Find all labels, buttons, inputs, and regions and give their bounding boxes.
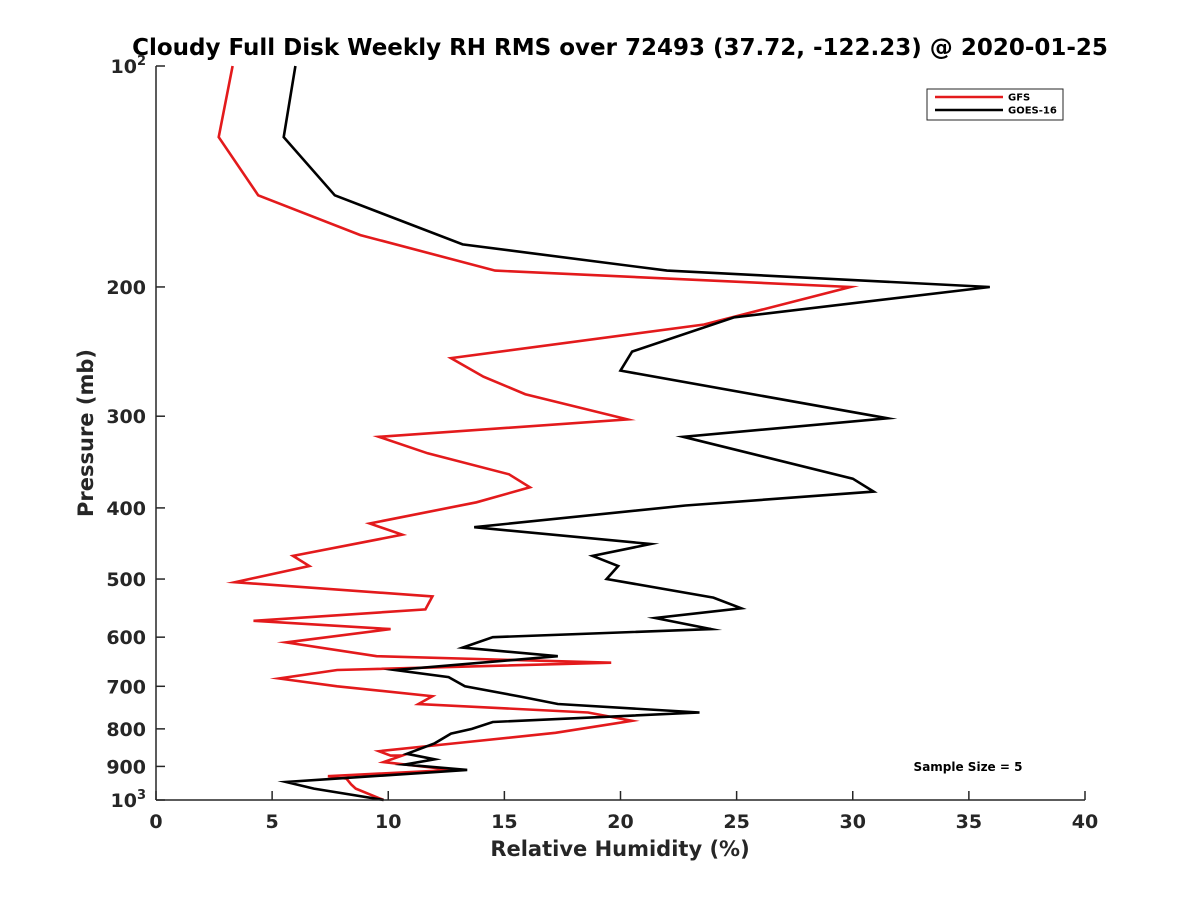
y-tick-label-600: 600 bbox=[106, 627, 146, 649]
legend-label-goes16: GOES-16 bbox=[1008, 106, 1057, 117]
x-tick-label-20: 20 bbox=[607, 811, 633, 833]
x-tick-label-30: 30 bbox=[840, 811, 866, 833]
y-tick-label-100: 102 bbox=[111, 54, 147, 78]
series-line-gfs bbox=[217, 65, 860, 802]
y-tick-label-500: 500 bbox=[106, 569, 146, 591]
y-tick-label-1000: 103 bbox=[111, 788, 147, 812]
y-axis-label: Pressure (mb) bbox=[74, 349, 98, 517]
x-tick-label-10: 10 bbox=[375, 811, 401, 833]
series-layer bbox=[217, 65, 990, 802]
y-tick-label-900: 900 bbox=[106, 756, 146, 778]
x-axis-ticks: 0 5 10 15 20 25 30 35 40 bbox=[149, 791, 1098, 833]
x-tick-label-25: 25 bbox=[723, 811, 749, 833]
y-tick-label-200: 200 bbox=[106, 277, 146, 299]
x-tick-label-40: 40 bbox=[1072, 811, 1098, 833]
plot-frame bbox=[156, 66, 1085, 800]
y-tick-label-400: 400 bbox=[106, 498, 146, 520]
x-axis-label: Relative Humidity (%) bbox=[490, 837, 749, 861]
y-tick-label-700: 700 bbox=[106, 676, 146, 698]
y-axis-ticks: 102 200 300 400 500 600 700 800 900 103 bbox=[106, 54, 165, 812]
legend-box bbox=[926, 88, 1064, 121]
x-tick-label-5: 5 bbox=[266, 811, 279, 833]
y-tick-label-800: 800 bbox=[106, 719, 146, 741]
sample-size-annotation: Sample Size = 5 bbox=[914, 760, 1023, 774]
chart-title: Cloudy Full Disk Weekly RH RMS over 7249… bbox=[132, 35, 1108, 61]
x-tick-label-35: 35 bbox=[956, 811, 982, 833]
legend: GFS GOES-16 bbox=[926, 88, 1064, 121]
x-tick-label-0: 0 bbox=[149, 811, 162, 833]
legend-label-gfs: GFS bbox=[1008, 93, 1030, 104]
x-tick-label-15: 15 bbox=[491, 811, 517, 833]
series-line-goes16 bbox=[277, 65, 990, 802]
y-tick-label-300: 300 bbox=[106, 406, 146, 428]
